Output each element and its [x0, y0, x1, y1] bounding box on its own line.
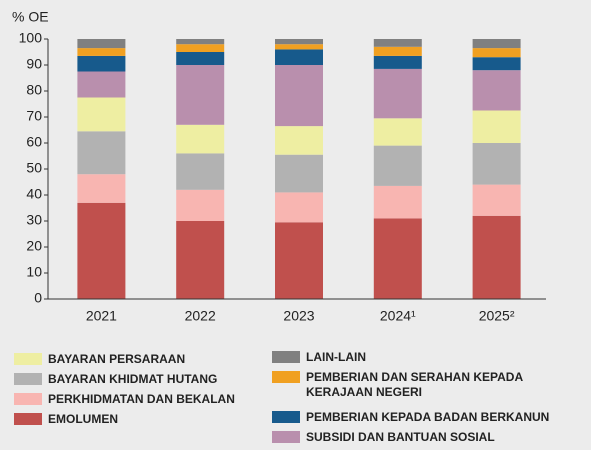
legend-swatch — [272, 411, 300, 423]
bar-segment — [176, 39, 225, 45]
legend-item: PEMBERIAN DAN SERAHAN KEPADA KERAJAAN NE… — [272, 370, 582, 400]
legend-swatch — [272, 431, 300, 443]
legend-swatch — [14, 393, 42, 405]
bar-segment — [275, 222, 323, 299]
legend-item: BAYARAN PERSARAAN — [14, 352, 264, 367]
legend-label: BAYARAN KHIDMAT HUTANG — [48, 372, 218, 386]
y-tick-label: 0 — [34, 290, 42, 306]
legend-label: PERKHIDMATAN DAN BEKALAN — [48, 392, 235, 406]
legend-swatch — [272, 351, 300, 363]
bar-segment — [275, 154, 323, 193]
bar-segment — [275, 49, 323, 65]
y-tick-label: 50 — [26, 160, 42, 176]
legend-label: EMOLUMEN — [48, 412, 118, 426]
bar-segment — [176, 124, 225, 154]
bar-segment — [275, 39, 323, 45]
bar-segment — [77, 48, 126, 56]
legend-item: PERKHIDMATAN DAN BEKALAN — [14, 392, 264, 407]
bar-segment — [176, 52, 225, 65]
bar-segment — [373, 218, 422, 299]
x-tick-label: 2022 — [185, 308, 216, 324]
bar-segment — [472, 39, 521, 49]
bar-segment — [472, 143, 521, 185]
bar-segment — [472, 48, 521, 58]
bar-segment — [77, 71, 126, 98]
legend-swatch — [14, 353, 42, 365]
legend-swatch — [14, 373, 42, 385]
bar-segment — [373, 55, 422, 69]
bar-segment — [77, 202, 126, 299]
x-tick-label: 2025² — [479, 308, 515, 324]
bar-segment — [275, 126, 323, 155]
legend-swatch — [272, 371, 300, 383]
bar-segment — [77, 174, 126, 203]
legend-label: SUBSIDI DAN BANTUAN SOSIAL — [306, 430, 495, 444]
chart: % OE 0 10 20 30 40 50 60 70 80 90 100 2021 2022 2023 2… — [12, 9, 546, 324]
x-tick-label: 2021 — [86, 308, 117, 324]
y-tick-label: 100 — [19, 30, 43, 46]
bar-segment — [472, 215, 521, 299]
bar-segment — [373, 46, 422, 56]
legend-label: LAIN-LAIN — [306, 350, 366, 364]
y-tick-label: 60 — [26, 134, 42, 150]
bar-segment — [373, 39, 422, 47]
bar-segment — [77, 39, 126, 49]
bar-segment — [77, 97, 126, 132]
bar-segment — [77, 55, 126, 72]
y-axis-label: % OE — [12, 9, 49, 25]
bar-segment — [373, 118, 422, 146]
bar-segment — [176, 189, 225, 221]
y-tick-label: 40 — [26, 186, 42, 202]
y-tick-label: 20 — [26, 238, 42, 254]
bar-segment — [373, 68, 422, 119]
bar-segment — [176, 153, 225, 190]
y-tick-label: 70 — [26, 108, 42, 124]
y-tick-label: 10 — [26, 264, 42, 280]
bar-segment — [176, 65, 225, 125]
legend-item: SUBSIDI DAN BANTUAN SOSIAL — [272, 430, 582, 445]
legend-item: LAIN-LAIN — [272, 350, 582, 365]
bar-segment — [373, 145, 422, 186]
x-tick-label: 2023 — [283, 308, 314, 324]
y-tick-label: 80 — [26, 82, 42, 98]
bar-segment — [373, 185, 422, 219]
legend-label: PEMBERIAN KEPADA BADAN BERKANUN — [306, 410, 550, 424]
legend-swatch — [14, 413, 42, 425]
bar-segment — [176, 44, 225, 52]
legend-item: PEMBERIAN KEPADA BADAN BERKANUN — [272, 410, 582, 425]
bar-segment — [472, 184, 521, 216]
bar-segment — [275, 65, 323, 127]
bar-segment — [275, 192, 323, 223]
bar-segment — [275, 44, 323, 50]
legend-item: BAYARAN KHIDMAT HUTANG — [14, 372, 264, 387]
legend-label: PEMBERIAN DAN SERAHAN KEPADA KERAJAAN NE… — [306, 370, 523, 399]
bar-segment — [472, 57, 521, 71]
bar-segment — [77, 131, 126, 175]
legend-item: EMOLUMEN — [14, 412, 264, 427]
y-tick-label: 90 — [26, 56, 42, 72]
bar-segment — [472, 110, 521, 143]
y-tick-label: 30 — [26, 212, 42, 228]
bar-segment — [472, 70, 521, 111]
x-tick-label: 2024¹ — [380, 308, 416, 324]
legend-label: BAYARAN PERSARAAN — [48, 352, 186, 366]
bar-segment — [176, 221, 225, 299]
